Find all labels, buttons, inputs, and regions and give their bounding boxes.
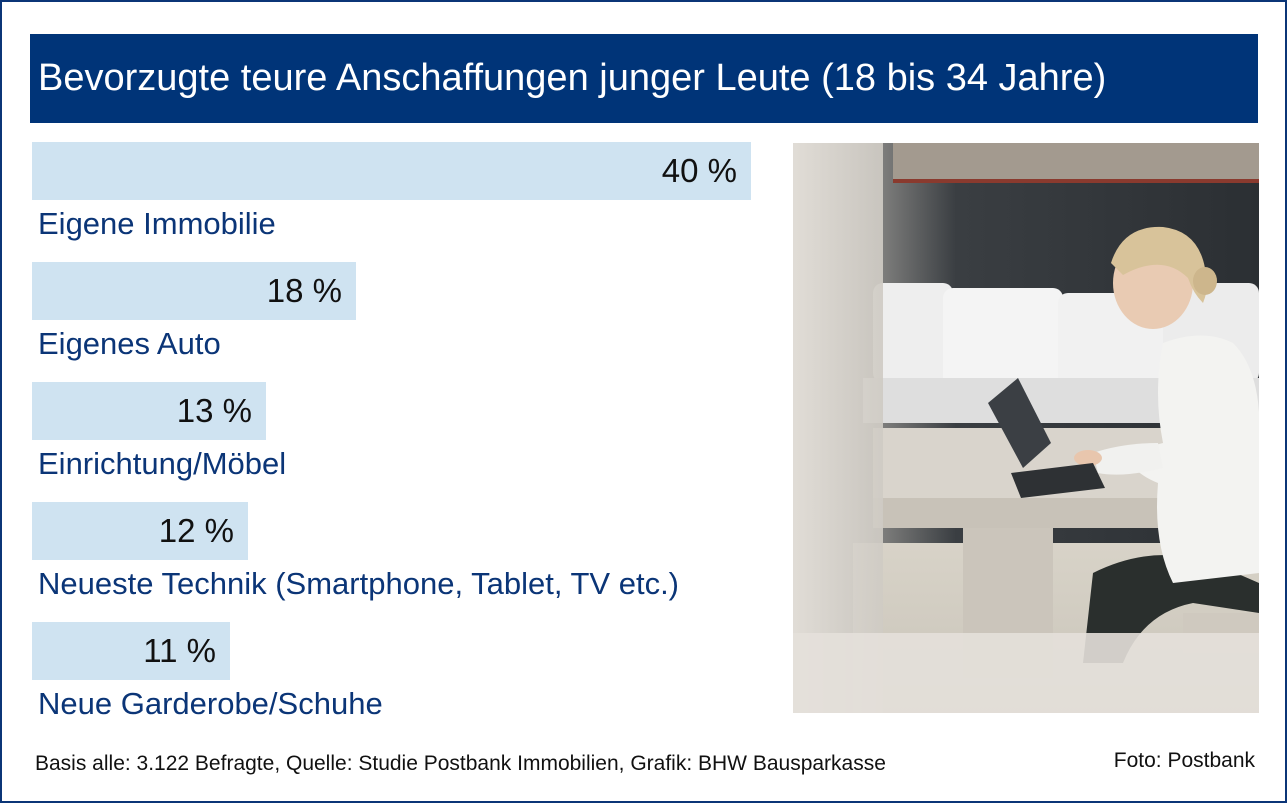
bar-value-label: 12 %: [158, 512, 234, 549]
bar-value-label: 13 %: [176, 392, 252, 429]
category-label: Einrichtung/Möbel: [38, 446, 287, 481]
category-label: Neue Garderobe/Schuhe: [38, 686, 383, 721]
bar: 12 %: [32, 502, 248, 560]
category-label: Neueste Technik (Smartphone, Tablet, TV …: [38, 566, 680, 601]
category-label: Eigenes Auto: [38, 326, 221, 361]
bar-value-label: 11 %: [143, 632, 216, 669]
photo-credit: Foto: Postbank: [1113, 749, 1255, 772]
category-label: Eigene Immobilie: [38, 206, 276, 241]
source-note: Basis alle: 3.122 Befragte, Quelle: Stud…: [35, 752, 886, 775]
bar: 11 %: [32, 622, 230, 680]
bar-value-label: 18 %: [266, 272, 342, 309]
bar-chart: 40 % Eigene Immobilie 18 % Eigenes Auto 13 %…: [32, 142, 772, 732]
photo-woman-laptop-icon: [793, 143, 1259, 713]
bar: 13 %: [32, 382, 266, 440]
bar: 18 %: [32, 262, 356, 320]
photo-illustration: [793, 143, 1259, 713]
bar: 40 %: [32, 142, 751, 200]
chart-title: Bevorzugte teure Anschaffungen junger Le…: [38, 57, 1107, 99]
bar-value-label: 40 %: [661, 152, 737, 189]
title-bar: Bevorzugte teure Anschaffungen junger Le…: [30, 34, 1258, 123]
